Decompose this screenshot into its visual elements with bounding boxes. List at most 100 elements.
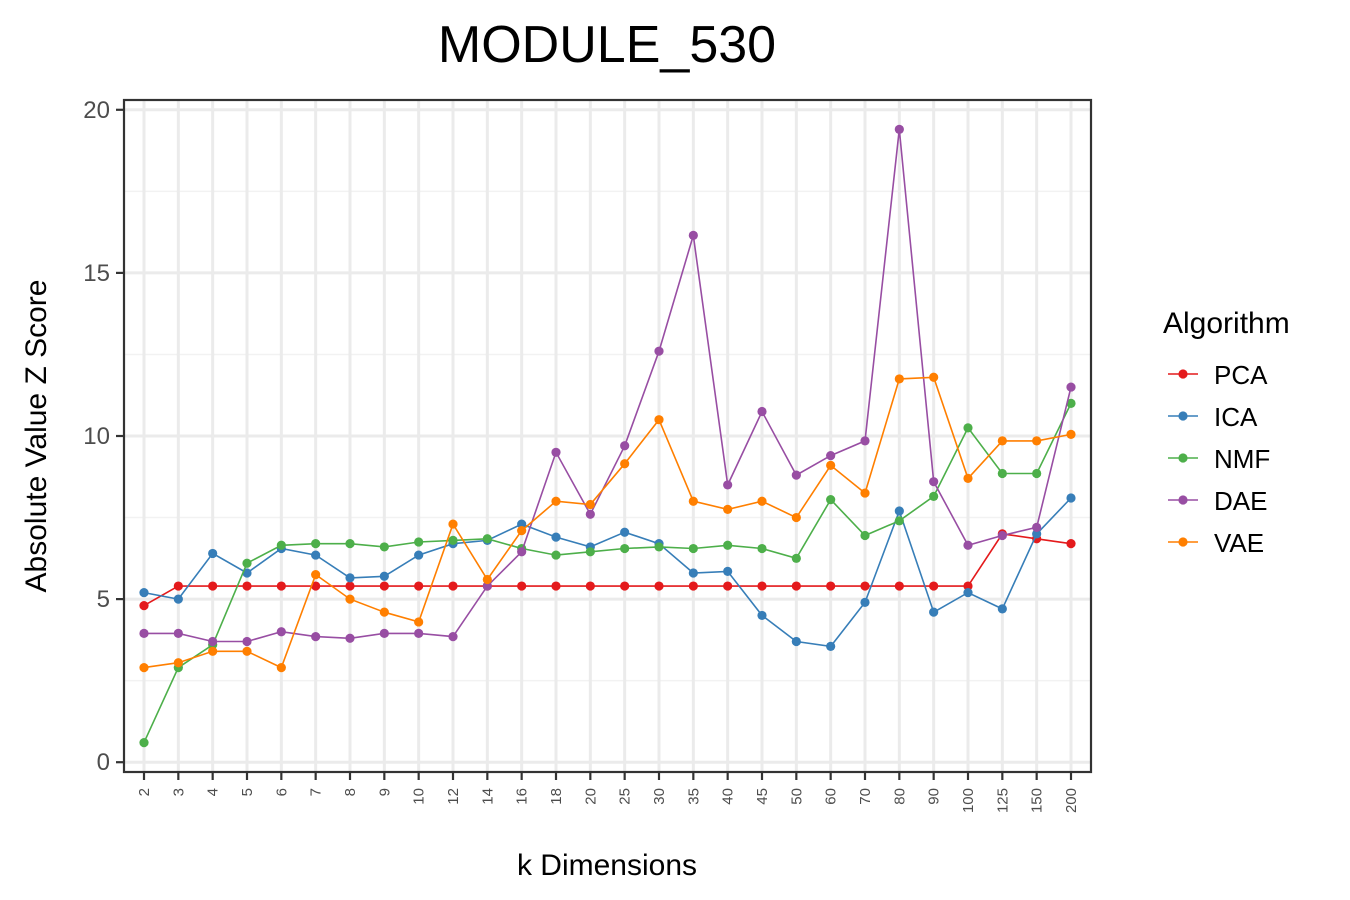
x-tick-label: 25 bbox=[617, 788, 634, 805]
data-point bbox=[654, 542, 664, 552]
data-point bbox=[826, 581, 836, 591]
x-tick-label: 12 bbox=[445, 788, 462, 805]
data-point bbox=[173, 658, 183, 668]
data-point bbox=[1066, 539, 1076, 549]
chart-title: MODULE_530 bbox=[438, 16, 776, 74]
series-dae bbox=[139, 124, 1076, 647]
data-point bbox=[173, 581, 183, 591]
data-point bbox=[345, 594, 355, 604]
data-point bbox=[826, 641, 836, 652]
data-point bbox=[482, 534, 492, 544]
x-tick-label: 16 bbox=[514, 788, 531, 805]
x-tick-label: 4 bbox=[205, 788, 222, 796]
x-tick-label: 50 bbox=[788, 788, 805, 805]
x-tick-label: 8 bbox=[342, 788, 359, 796]
data-point bbox=[482, 581, 492, 591]
data-point bbox=[929, 477, 939, 487]
data-point bbox=[894, 581, 904, 591]
legend-label: DAE bbox=[1214, 486, 1267, 516]
x-tick-label: 30 bbox=[651, 788, 668, 805]
data-point bbox=[448, 519, 458, 529]
x-tick-label: 14 bbox=[479, 788, 496, 805]
data-point bbox=[482, 574, 492, 585]
data-point bbox=[517, 519, 527, 529]
data-point bbox=[860, 597, 870, 607]
data-point bbox=[757, 581, 767, 591]
data-point bbox=[585, 547, 595, 557]
data-point bbox=[860, 436, 870, 446]
y-tick-label: 5 bbox=[97, 586, 110, 613]
data-point bbox=[551, 447, 561, 457]
data-point bbox=[242, 646, 252, 656]
data-point bbox=[654, 346, 664, 356]
x-tick-label: 125 bbox=[994, 788, 1011, 813]
data-point bbox=[1032, 436, 1042, 446]
legend-item-vae: VAE bbox=[1168, 528, 1264, 558]
legend-label: ICA bbox=[1214, 402, 1258, 432]
grid bbox=[124, 100, 1091, 772]
data-point bbox=[379, 581, 389, 591]
data-point bbox=[208, 581, 218, 591]
data-point bbox=[173, 628, 183, 638]
y-tick-label: 0 bbox=[97, 749, 110, 776]
x-tick-label: 45 bbox=[754, 788, 771, 805]
data-point bbox=[826, 450, 836, 461]
data-point bbox=[242, 581, 252, 591]
x-tick-label: 35 bbox=[685, 788, 702, 805]
data-point bbox=[311, 539, 321, 549]
data-point bbox=[791, 581, 801, 591]
legend: Algorithm PCA ICA NMF DAE VAE bbox=[1163, 307, 1290, 558]
legend-label: NMF bbox=[1214, 444, 1270, 474]
series-line-nmf bbox=[143, 403, 1072, 743]
data-point bbox=[826, 460, 836, 470]
x-tick-label: 6 bbox=[273, 788, 290, 796]
data-point bbox=[963, 540, 973, 550]
x-tick-label: 80 bbox=[891, 788, 908, 805]
series-nmf bbox=[139, 398, 1076, 748]
data-point bbox=[208, 548, 218, 559]
data-point bbox=[585, 581, 595, 591]
y-axis-title: Absolute Value Z Score bbox=[20, 280, 53, 593]
y-tick-label: 10 bbox=[83, 423, 110, 450]
data-point bbox=[757, 610, 767, 621]
data-point bbox=[311, 550, 321, 560]
data-point bbox=[139, 587, 149, 598]
data-point bbox=[414, 537, 424, 547]
data-point bbox=[448, 632, 458, 642]
data-point bbox=[860, 581, 870, 591]
data-point bbox=[791, 470, 801, 480]
data-point bbox=[139, 663, 149, 673]
x-tick-label: 10 bbox=[411, 788, 428, 805]
data-point bbox=[1066, 382, 1076, 392]
legend-title: Algorithm bbox=[1163, 307, 1290, 340]
data-point bbox=[517, 581, 527, 591]
data-point bbox=[448, 581, 458, 591]
data-point bbox=[311, 632, 321, 642]
data-point bbox=[208, 636, 218, 647]
legend-item-ica: ICA bbox=[1168, 402, 1258, 432]
data-point bbox=[276, 663, 286, 673]
data-point bbox=[173, 594, 183, 604]
data-point bbox=[894, 506, 904, 516]
data-point bbox=[414, 617, 424, 627]
data-point bbox=[1032, 529, 1042, 539]
data-point bbox=[791, 636, 801, 647]
legend-key-point bbox=[1178, 453, 1188, 463]
data-point bbox=[620, 527, 630, 537]
data-point bbox=[139, 738, 149, 748]
series-line-pca bbox=[143, 533, 1072, 607]
data-point bbox=[242, 636, 252, 647]
legend-key-point bbox=[1178, 411, 1188, 421]
data-point bbox=[929, 372, 939, 382]
legend-label: PCA bbox=[1214, 360, 1268, 390]
y-tick-label: 20 bbox=[83, 97, 110, 124]
data-point bbox=[1032, 522, 1042, 532]
data-point bbox=[791, 553, 801, 563]
data-point bbox=[688, 543, 698, 554]
series-vae bbox=[139, 372, 1076, 673]
data-point bbox=[757, 406, 767, 417]
data-point bbox=[997, 436, 1007, 446]
series-line-ica bbox=[143, 497, 1072, 648]
data-point bbox=[517, 547, 527, 557]
